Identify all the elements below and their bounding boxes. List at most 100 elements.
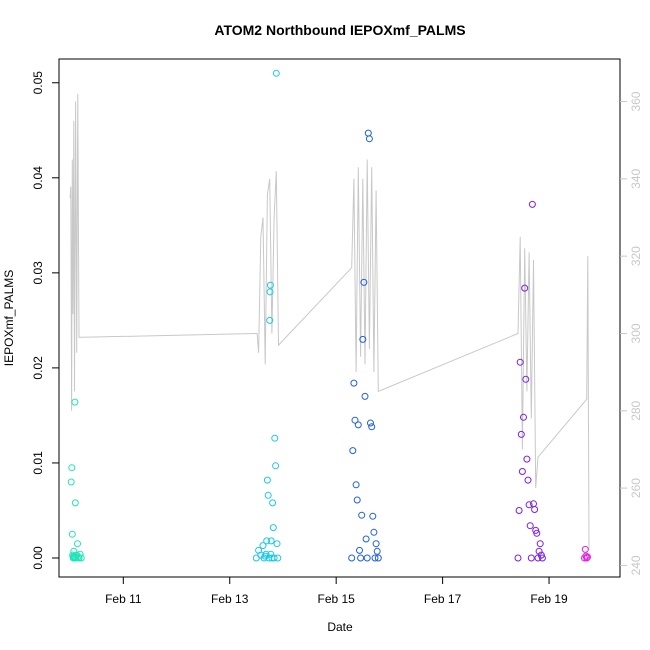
y-axis-label: IEPOXmf_PALMS [2, 270, 16, 366]
points-layer [67, 69, 591, 562]
data-point [363, 554, 371, 562]
data-point [521, 284, 529, 292]
data-point [71, 499, 79, 507]
y-right-tick-label: 340 [629, 169, 643, 189]
data-point [267, 537, 275, 545]
data-point [371, 554, 379, 562]
y-tick-label: 0.04 [31, 166, 45, 190]
data-point [265, 554, 273, 562]
data-point [514, 554, 522, 562]
plot-frame [58, 58, 621, 578]
y-right-tick-label: 360 [629, 91, 643, 111]
data-point [374, 554, 382, 562]
data-point [525, 501, 533, 509]
data-point [365, 135, 373, 143]
data-point [349, 447, 357, 455]
data-point [522, 375, 530, 383]
data-point [364, 129, 372, 137]
y-right-tick-label: 260 [629, 478, 643, 498]
data-point [583, 554, 591, 562]
data-point [359, 335, 367, 343]
data-point [263, 537, 271, 545]
data-point [266, 281, 274, 289]
data-point [274, 554, 282, 562]
y-right-tick-label: 320 [629, 246, 643, 266]
y-axis: 0.00 0.01 0.02 0.03 0.04 0.05 [31, 71, 59, 570]
data-point [367, 419, 374, 427]
data-point [273, 540, 281, 548]
data-point [524, 476, 532, 484]
data-point [538, 554, 546, 562]
data-point [373, 547, 381, 555]
y-right-tick-label: 280 [629, 400, 643, 420]
data-point [272, 462, 280, 470]
data-point [67, 478, 75, 486]
data-point [266, 316, 274, 324]
data-point [68, 530, 76, 538]
data-point [516, 358, 524, 366]
data-point [77, 554, 85, 562]
data-point [526, 522, 534, 530]
y-tick-label: 0.02 [31, 356, 45, 380]
y-right-tick-label: 300 [629, 323, 643, 343]
y-tick-label: 0.00 [31, 546, 45, 570]
data-point [362, 535, 370, 543]
data-point [272, 69, 280, 77]
data-point [360, 278, 368, 286]
data-point [270, 554, 278, 562]
x-axis: Feb 11 Feb 13 Feb 15 Feb 17 Feb 19 [105, 577, 568, 606]
data-point [350, 379, 358, 387]
x-axis-label: Date [327, 620, 353, 634]
data-point [74, 540, 81, 548]
y-right-axis: 240 260 280 300 320 340 360 [620, 91, 643, 575]
x-tick-label: Feb 11 [105, 592, 142, 606]
data-point [361, 392, 369, 400]
data-point [264, 491, 272, 499]
data-point [353, 496, 361, 504]
x-tick-label: Feb 15 [317, 592, 355, 606]
data-point [348, 554, 356, 562]
chart-title: ATOM2 Northbound IEPOXmf_PALMS [214, 22, 465, 38]
data-point [269, 524, 277, 532]
data-point [520, 413, 527, 421]
y-tick-label: 0.01 [31, 451, 45, 475]
x-tick-label: Feb 17 [424, 592, 462, 606]
data-point [370, 528, 378, 536]
data-point [528, 200, 536, 208]
data-point [356, 546, 363, 554]
data-point [266, 288, 274, 296]
data-point [269, 499, 277, 507]
data-point [259, 542, 267, 550]
data-point [352, 481, 360, 489]
data-point [517, 430, 525, 438]
data-point [351, 416, 359, 424]
data-point [518, 468, 526, 475]
y-right-tick-label: 240 [629, 555, 643, 575]
data-point [533, 529, 541, 537]
x-tick-label: Feb 19 [530, 592, 568, 606]
data-point [368, 423, 376, 431]
data-point [75, 554, 83, 562]
data-point [581, 545, 589, 553]
line-series-layer [69, 93, 590, 550]
data-point [354, 421, 362, 429]
data-point [263, 476, 271, 484]
data-point [527, 554, 535, 562]
data-point [536, 540, 544, 548]
data-point [68, 464, 76, 472]
data-point [271, 434, 279, 442]
data-point [369, 512, 377, 520]
data-point [515, 507, 523, 514]
data-point [76, 550, 84, 558]
x-tick-label: Feb 13 [211, 592, 249, 606]
data-point [357, 554, 365, 562]
y-tick-label: 0.03 [31, 261, 45, 285]
data-point [71, 398, 79, 406]
data-point [584, 553, 591, 561]
y-tick-label: 0.05 [31, 71, 45, 95]
data-point [531, 506, 539, 513]
data-point [523, 455, 531, 463]
data-point [535, 547, 543, 555]
data-point [358, 511, 366, 519]
